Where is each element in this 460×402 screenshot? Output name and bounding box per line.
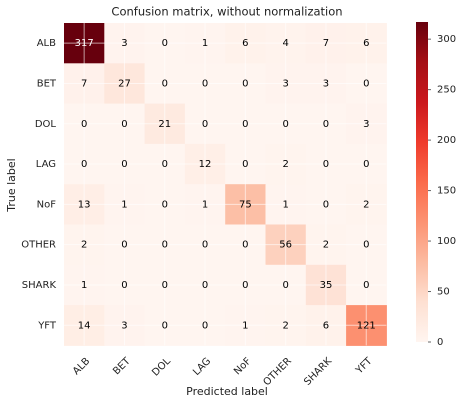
cell-label: 3 — [121, 38, 127, 49]
cell-label: 14 — [78, 320, 91, 331]
colorbar — [416, 22, 428, 342]
cell-label: 0 — [202, 240, 208, 251]
colorbar-tick-label: 300 — [437, 34, 456, 45]
cell-label: 3 — [323, 78, 329, 89]
cell-label: 0 — [282, 280, 288, 291]
cell-label: 13 — [78, 199, 91, 210]
x-tick-label: LAG — [191, 356, 213, 378]
colorbar-tick-label: 100 — [437, 236, 456, 247]
cell-label: 0 — [242, 280, 248, 291]
cell-label: 0 — [323, 119, 329, 130]
cell-label: 0 — [121, 240, 127, 251]
cell-label: 6 — [323, 320, 329, 331]
colorbar-tick-label: 0 — [437, 337, 443, 348]
cell-label: 6 — [242, 38, 248, 49]
cell-label: 0 — [363, 159, 369, 170]
colorbar-tick-label: 150 — [437, 186, 456, 197]
cell-label: 6 — [363, 38, 369, 49]
cell-label: 1 — [121, 199, 127, 210]
cell-label: 2 — [323, 240, 329, 251]
cell-label: 0 — [282, 119, 288, 130]
cell-label: 0 — [323, 199, 329, 210]
cell-label: 0 — [162, 38, 168, 49]
cell-label: 2 — [282, 320, 288, 331]
x-tick-label: NoF — [232, 356, 254, 378]
y-tick-label: NoF — [37, 199, 57, 210]
y-axis-label: True label — [5, 158, 18, 212]
y-tick-label: OTHER — [21, 240, 56, 251]
x-axis-label: Predicted label — [186, 385, 268, 398]
cell-label: 2 — [282, 159, 288, 170]
cell-label: 7 — [81, 78, 87, 89]
cell-label: 1 — [202, 38, 208, 49]
x-tick-label: BET — [111, 355, 133, 377]
cell-label: 0 — [202, 119, 208, 130]
cell-label: 0 — [162, 320, 168, 331]
cell-label: 0 — [202, 320, 208, 331]
cell-label: 0 — [363, 240, 369, 251]
cell-label: 317 — [75, 38, 94, 49]
cell-label: 0 — [242, 240, 248, 251]
cell-label: 7 — [323, 38, 329, 49]
cell-label: 0 — [242, 159, 248, 170]
cell-label: 75 — [239, 199, 252, 210]
colorbar-tick-label: 50 — [437, 287, 450, 298]
cell-label: 0 — [81, 119, 87, 130]
chart-title: Confusion matrix, without normalization — [111, 5, 342, 19]
cell-label: 56 — [279, 240, 292, 251]
cell-label: 1 — [202, 199, 208, 210]
cell-label: 0 — [202, 78, 208, 89]
x-tick-label: OTHER — [262, 356, 294, 388]
y-tick-label: YFT — [37, 320, 57, 331]
y-tick-label: SHARK — [22, 280, 57, 291]
x-tick-label: ALB — [71, 356, 93, 378]
cell-label: 0 — [162, 78, 168, 89]
cell-label: 21 — [158, 119, 171, 130]
cell-label: 0 — [202, 280, 208, 291]
cell-label: 0 — [363, 280, 369, 291]
cell-label: 1 — [282, 199, 288, 210]
cell-label: 0 — [162, 280, 168, 291]
cell-label: 0 — [323, 159, 329, 170]
cell-label: 0 — [363, 78, 369, 89]
cell-label: 0 — [121, 280, 127, 291]
cell-label: 27 — [118, 78, 131, 89]
x-tick-label: DOL — [150, 356, 173, 379]
cell-label: 0 — [162, 240, 168, 251]
x-tick-label: SHARK — [302, 356, 334, 388]
cell-label: 0 — [81, 159, 87, 170]
y-tick-label: DOL — [35, 119, 57, 130]
cell-label: 2 — [81, 240, 87, 251]
cell-label: 4 — [282, 38, 288, 49]
cell-label: 3 — [363, 119, 369, 130]
cell-label: 0 — [242, 119, 248, 130]
cell-label: 12 — [199, 159, 212, 170]
cell-label: 0 — [121, 159, 127, 170]
cell-label: 0 — [162, 199, 168, 210]
cell-label: 121 — [357, 320, 376, 331]
cell-label: 0 — [162, 159, 168, 170]
colorbar-tick-label: 200 — [437, 135, 456, 146]
cell-label: 1 — [242, 320, 248, 331]
y-tick-label: ALB — [37, 38, 56, 49]
y-tick-label: LAG — [36, 159, 56, 170]
x-tick-label: YFT — [353, 355, 375, 377]
cell-label: 3 — [121, 320, 127, 331]
cell-label: 3 — [282, 78, 288, 89]
cell-label: 1 — [81, 280, 87, 291]
cell-label: 2 — [363, 199, 369, 210]
colorbar-tick-label: 250 — [437, 85, 456, 96]
cell-label: 0 — [242, 78, 248, 89]
cell-label: 0 — [121, 119, 127, 130]
y-tick-label: BET — [37, 78, 57, 89]
cell-label: 35 — [320, 280, 333, 291]
